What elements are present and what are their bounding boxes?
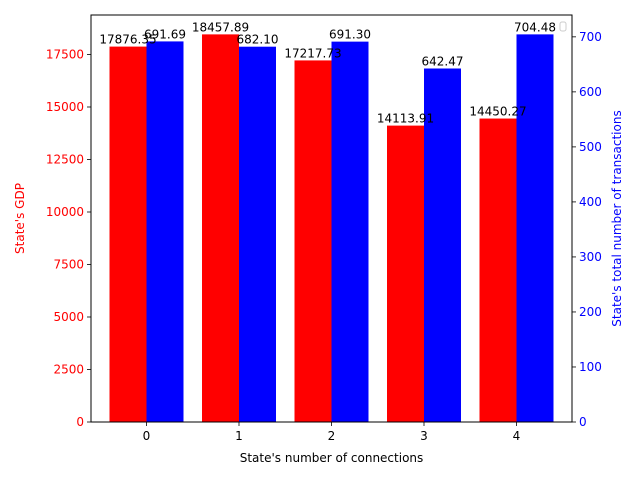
gdp-bars [109,34,517,423]
gdp-value-label-3: 14113.91 [377,112,434,126]
y-right-tick-label-600: 600 [579,85,602,99]
y-left-tick-label-15000: 15000 [46,100,84,114]
x-tick-label-0: 0 [143,429,151,443]
y-left-tick-label-2500: 2500 [53,362,84,376]
transactions-value-label-2: 691.30 [329,28,371,42]
y-right-tick-label-300: 300 [579,250,602,264]
value-labels: 17876.35 18457.89 17217.73 14113.91 14450.27… [99,20,556,125]
y-left-tick-label-17500: 17500 [46,47,84,61]
gdp-bar-0 [109,46,147,422]
transactions-bar-3 [424,68,461,422]
transactions-value-label-0: 691.69 [144,27,186,41]
y-axis-left: 0 2500 5000 7500 10000 12500 15000 17500 [46,47,91,429]
transactions-value-label-1: 682.10 [237,33,279,47]
y-left-tick-label-7500: 7500 [53,257,84,271]
gdp-value-label-4: 14450.27 [469,105,526,119]
transactions-bar-0 [146,41,184,423]
y-left-tick-label-5000: 5000 [53,310,84,324]
x-axis-label: State's number of connections [240,451,424,465]
y-axis-right-label: State's total number of transactions [610,110,624,326]
gdp-bar-3 [387,125,424,422]
y-axis-left-label: State's GDP [13,183,27,254]
y-left-tick-label-12500: 12500 [46,152,84,166]
y-right-tick-label-400: 400 [579,195,602,209]
x-tick-label-1: 1 [235,429,243,443]
x-tick-label-4: 4 [513,429,521,443]
x-tick-label-2: 2 [328,429,336,443]
gdp-bar-4 [479,118,517,423]
y-axis-right: 0 100 200 300 400 500 600 700 [572,30,602,429]
gdp-value-label-2: 17217.73 [284,46,341,60]
y-right-tick-label-100: 100 [579,360,602,374]
gdp-value-label-1: 18457.89 [192,20,249,34]
legend [559,21,567,32]
transactions-bars [146,34,554,423]
gdp-bar-2 [294,60,332,423]
gdp-bar-1 [202,34,239,423]
y-left-tick-label-10000: 10000 [46,205,84,219]
gdp-value-label-0: 17876.35 [99,33,156,47]
transactions-bar-4 [516,34,554,423]
x-tick-label-3: 3 [420,429,428,443]
y-right-tick-label-200: 200 [579,305,602,319]
transactions-bar-1 [239,46,276,423]
x-axis: 0 1 2 3 4 [143,422,521,443]
y-right-tick-label-700: 700 [579,30,602,44]
transactions-value-label-3: 642.47 [422,54,464,68]
y-left-tick-label-0: 0 [76,415,84,429]
transactions-bar-2 [331,41,369,422]
y-right-tick-label-500: 500 [579,140,602,154]
y-right-tick-label-0: 0 [579,415,587,429]
transactions-value-label-4: 704.48 [514,20,556,34]
